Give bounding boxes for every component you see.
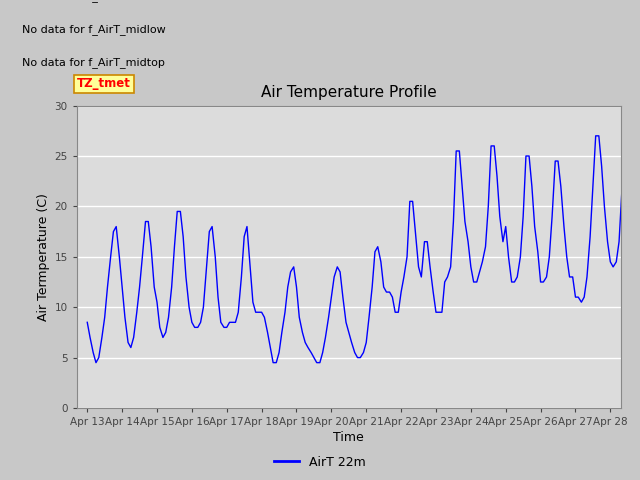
- Text: No data for f_AirT_midlow: No data for f_AirT_midlow: [22, 24, 166, 35]
- X-axis label: Time: Time: [333, 431, 364, 444]
- Text: TZ_tmet: TZ_tmet: [77, 77, 131, 90]
- Text: No data for f_AirT low: No data for f_AirT low: [22, 0, 143, 1]
- Title: Air Temperature Profile: Air Temperature Profile: [261, 85, 436, 100]
- Legend: AirT 22m: AirT 22m: [269, 451, 371, 474]
- Y-axis label: Air Termperature (C): Air Termperature (C): [37, 193, 51, 321]
- Text: No data for f_AirT_midtop: No data for f_AirT_midtop: [22, 57, 165, 68]
